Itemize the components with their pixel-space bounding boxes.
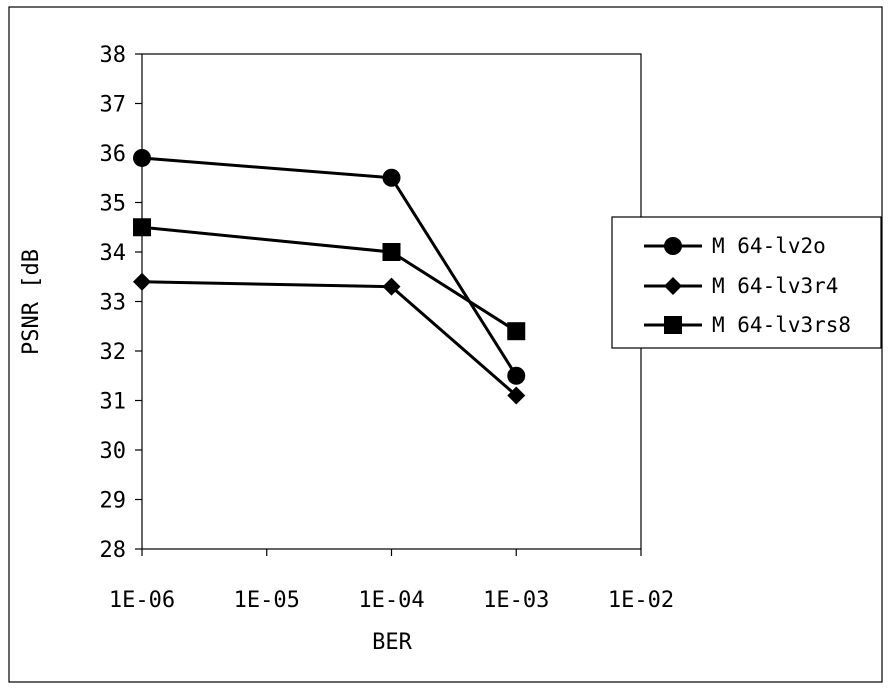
y-tick-label: 33 xyxy=(100,291,127,316)
data-point-diamond xyxy=(133,272,151,291)
y-tick-label: 36 xyxy=(100,142,127,167)
series-3 xyxy=(133,218,526,341)
x-tick-label: 1E-04 xyxy=(358,588,424,613)
y-tick-label: 28 xyxy=(100,538,127,563)
y-tick-label: 29 xyxy=(100,489,127,514)
y-tick-label: 38 xyxy=(100,43,127,68)
data-point-square xyxy=(133,218,151,237)
legend-entry: M 64-lv3rs8 xyxy=(644,313,851,337)
data-point-diamond xyxy=(382,277,401,296)
legend-marker-diamond xyxy=(664,277,682,295)
x-tick-label: 1E-06 xyxy=(109,588,175,613)
legend-marker-square xyxy=(664,316,682,334)
series-2 xyxy=(133,272,526,405)
series-1 xyxy=(133,148,526,385)
legend-entry: M 64-lv2o xyxy=(644,234,826,258)
data-point-circle xyxy=(382,168,401,187)
x-tick-label: 1E-05 xyxy=(234,588,300,613)
x-tick-label: 1E-03 xyxy=(483,588,549,613)
legend: M 64-lv2o M 64-lv3r4 M 64-lv3rs8 xyxy=(611,216,882,349)
y-tick-label: 31 xyxy=(100,390,127,415)
legend-label: M 64-lv3rs8 xyxy=(712,313,851,337)
plot-area xyxy=(141,53,642,550)
y-tick-label: 34 xyxy=(100,241,127,266)
y-axis-title: PSNR [dB xyxy=(19,249,44,355)
x-tick-label: 1E-02 xyxy=(608,588,674,613)
y-axis: 28 29 30 31 32 33 34 35 36 37 38 xyxy=(100,43,142,563)
data-point-circle xyxy=(507,366,526,385)
data-point-circle xyxy=(133,148,151,167)
series-layer xyxy=(133,148,526,405)
legend-marker-circle xyxy=(664,237,682,255)
legend-entry: M 64-lv3r4 xyxy=(644,274,838,298)
data-point-square xyxy=(382,243,401,261)
data-point-diamond xyxy=(507,386,526,405)
legend-label: M 64-lv2o xyxy=(712,234,826,258)
x-axis: 1E-06 1E-05 1E-04 1E-03 1E-02 xyxy=(109,549,674,613)
data-point-square xyxy=(507,322,526,341)
x-axis-title: BER xyxy=(372,630,412,655)
y-tick-label: 30 xyxy=(100,439,127,464)
y-tick-label: 37 xyxy=(100,93,127,118)
y-tick-label: 32 xyxy=(100,340,127,365)
y-tick-label: 35 xyxy=(100,192,127,217)
legend-label: M 64-lv3r4 xyxy=(712,274,838,298)
